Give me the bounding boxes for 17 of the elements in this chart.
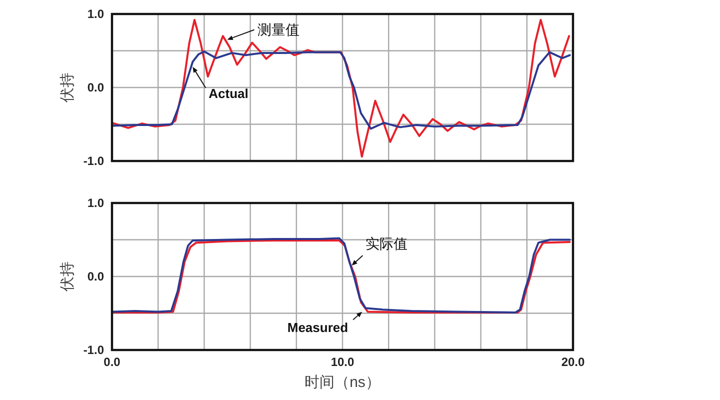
x-tick-label: 0.0 xyxy=(104,355,121,369)
y-tick-label: 1.0 xyxy=(87,7,104,21)
y-tick-label: -1.0 xyxy=(83,154,104,168)
line-series xyxy=(111,50,571,130)
y-tick-label: 0.0 xyxy=(87,80,104,94)
x-tick-label: 20.0 xyxy=(561,355,585,369)
annotation: Actual xyxy=(208,86,248,101)
y-axis-title: 伏持 xyxy=(59,72,76,102)
y-axis-title: 伏持 xyxy=(59,262,76,292)
x-tick-label: 10.0 xyxy=(330,355,354,369)
y-tick-label: 0.0 xyxy=(87,270,104,284)
annotation: 测量值 xyxy=(257,22,300,38)
annotation: Measured xyxy=(287,320,348,335)
y-tick-label: -1.0 xyxy=(83,343,104,357)
x-axis-title: 时间（ns） xyxy=(304,374,380,391)
y-tick-label: 1.0 xyxy=(87,196,104,210)
annotation: 实际值 xyxy=(366,235,408,252)
